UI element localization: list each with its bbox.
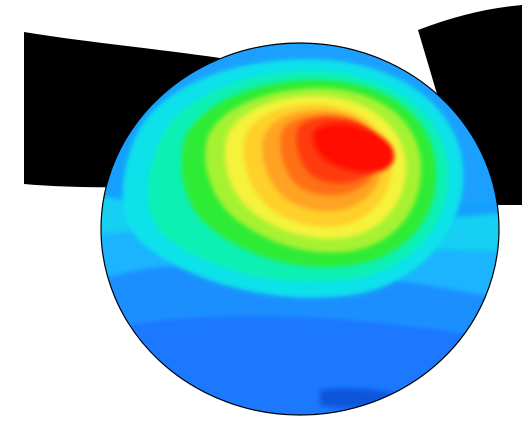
right-wing-silhouette [418, 5, 522, 205]
bottom-streak [320, 388, 420, 409]
sphere-outline [100, 42, 500, 416]
contour-bands [101, 43, 499, 415]
contour-core-red [312, 123, 395, 173]
